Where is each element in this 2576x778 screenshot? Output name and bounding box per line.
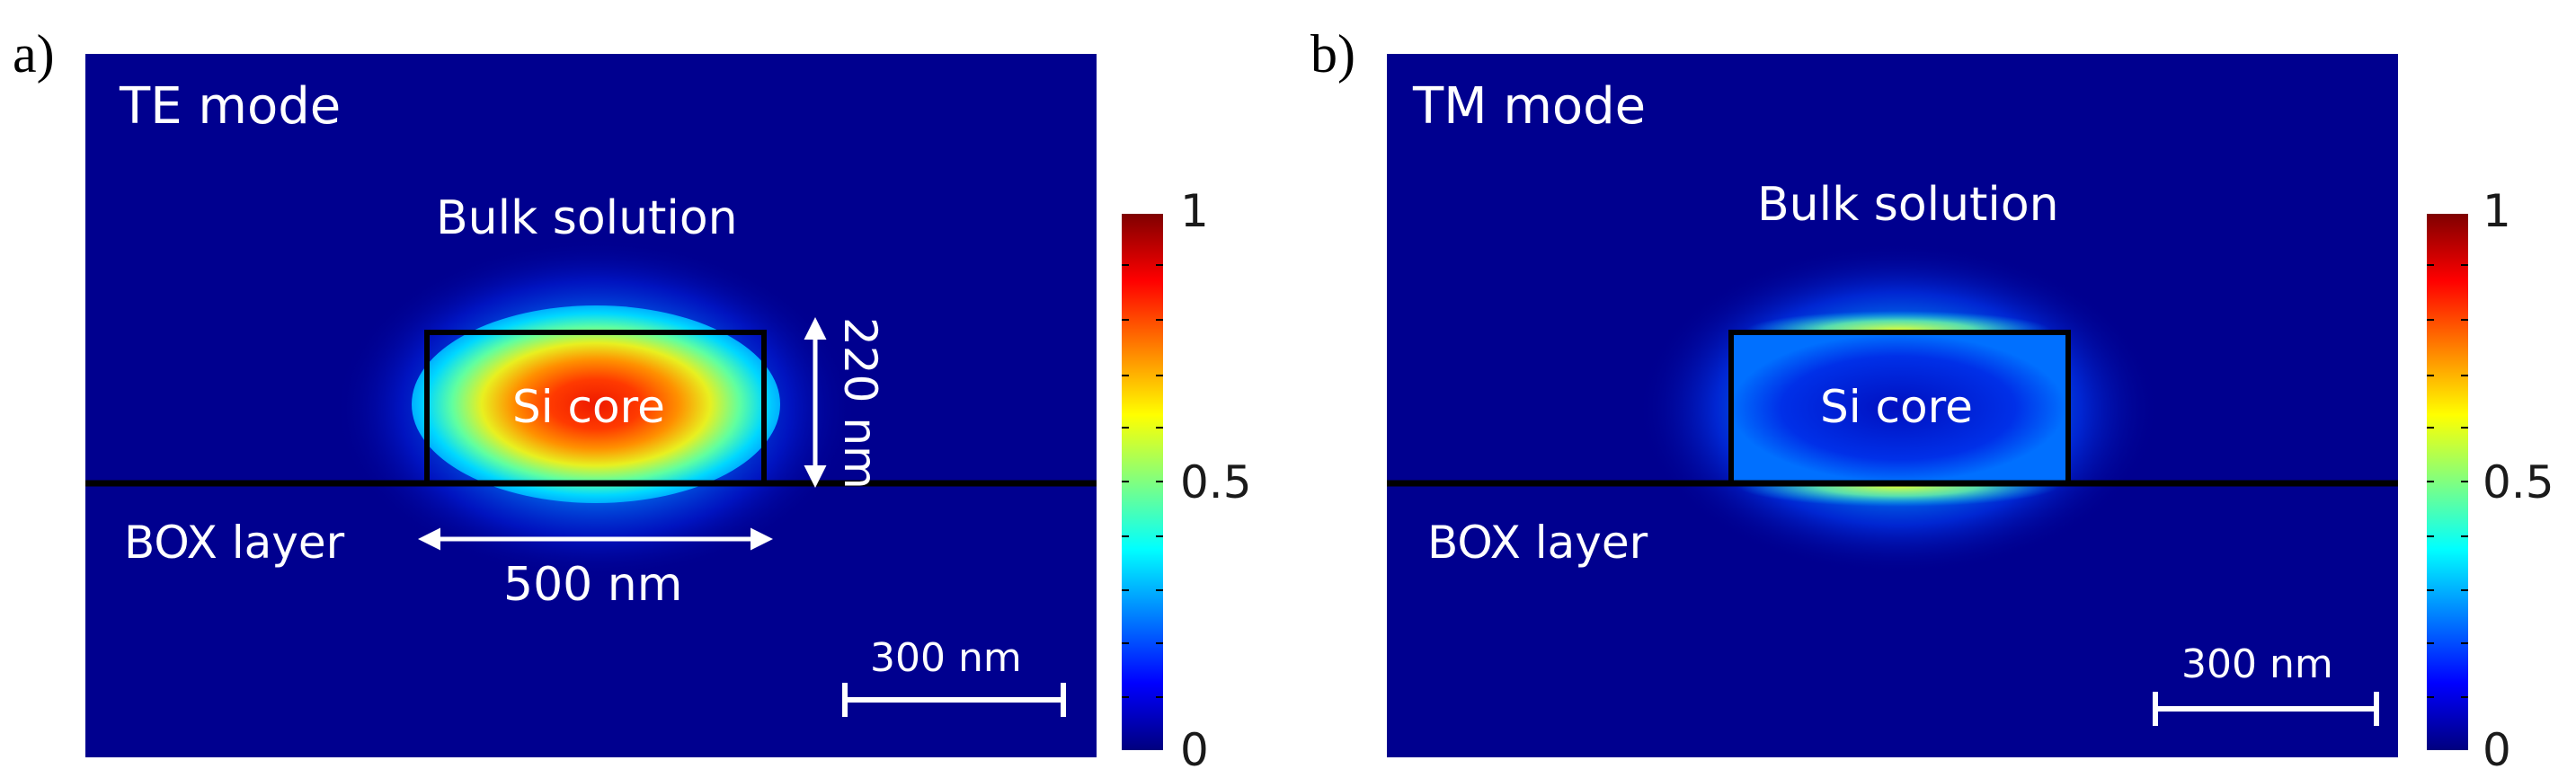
panel-a: a) TE mode Bulk solution Si core BOX lay…	[13, 24, 1252, 776]
panel-a-colorbar-tick-mid: 0.5	[1180, 456, 1252, 508]
panel-a-mode-label: TE mode	[119, 77, 341, 136]
panel-b-bulk-label: Bulk solution	[1757, 178, 2059, 232]
panel-a-scalebar: 300 nm	[842, 635, 1066, 717]
panel-b-letter: b)	[1310, 24, 1355, 84]
panel-a-bulk-label: Bulk solution	[436, 191, 738, 245]
panel-a-letter: a)	[13, 24, 55, 84]
panel-b-scalebar-label: 300 nm	[2181, 641, 2333, 687]
panel-a-colorbar: 1 0.5 0	[1122, 185, 1252, 776]
panel-a-box-label: BOX layer	[124, 517, 345, 569]
panel-b-colorbar-tick-min: 0	[2483, 724, 2511, 776]
panel-a-height-label: 220 nm	[834, 317, 886, 490]
panel-a-core-label: Si core	[512, 381, 665, 433]
panel-b-colorbar: 1 0.5 0	[2427, 185, 2554, 776]
panel-b-colorbar-tick-mid: 0.5	[2483, 456, 2554, 508]
panel-a-scalebar-label: 300 nm	[870, 635, 1022, 681]
panel-b-field-map	[1387, 54, 2398, 757]
panel-a-field-map	[85, 54, 1097, 757]
panel-b-core-field	[1731, 334, 2065, 482]
panel-b-mode-label: TM mode	[1412, 77, 1646, 136]
panel-a-width-label: 500 nm	[503, 558, 682, 612]
panel-b-box-label: BOX layer	[1427, 517, 1648, 569]
panel-a-colorbar-tick-min: 0	[1180, 724, 1209, 776]
panel-b-core-label: Si core	[1820, 381, 1973, 433]
panel-b-colorbar-tick-max: 1	[2483, 185, 2511, 237]
panel-b: b) TM mode Bulk solution Si core BOX lay…	[1310, 24, 2554, 776]
panel-b-scalebar: 300 nm	[2153, 641, 2379, 726]
panel-a-colorbar-tick-max: 1	[1180, 185, 1209, 237]
panel-a-core-field	[412, 305, 780, 503]
